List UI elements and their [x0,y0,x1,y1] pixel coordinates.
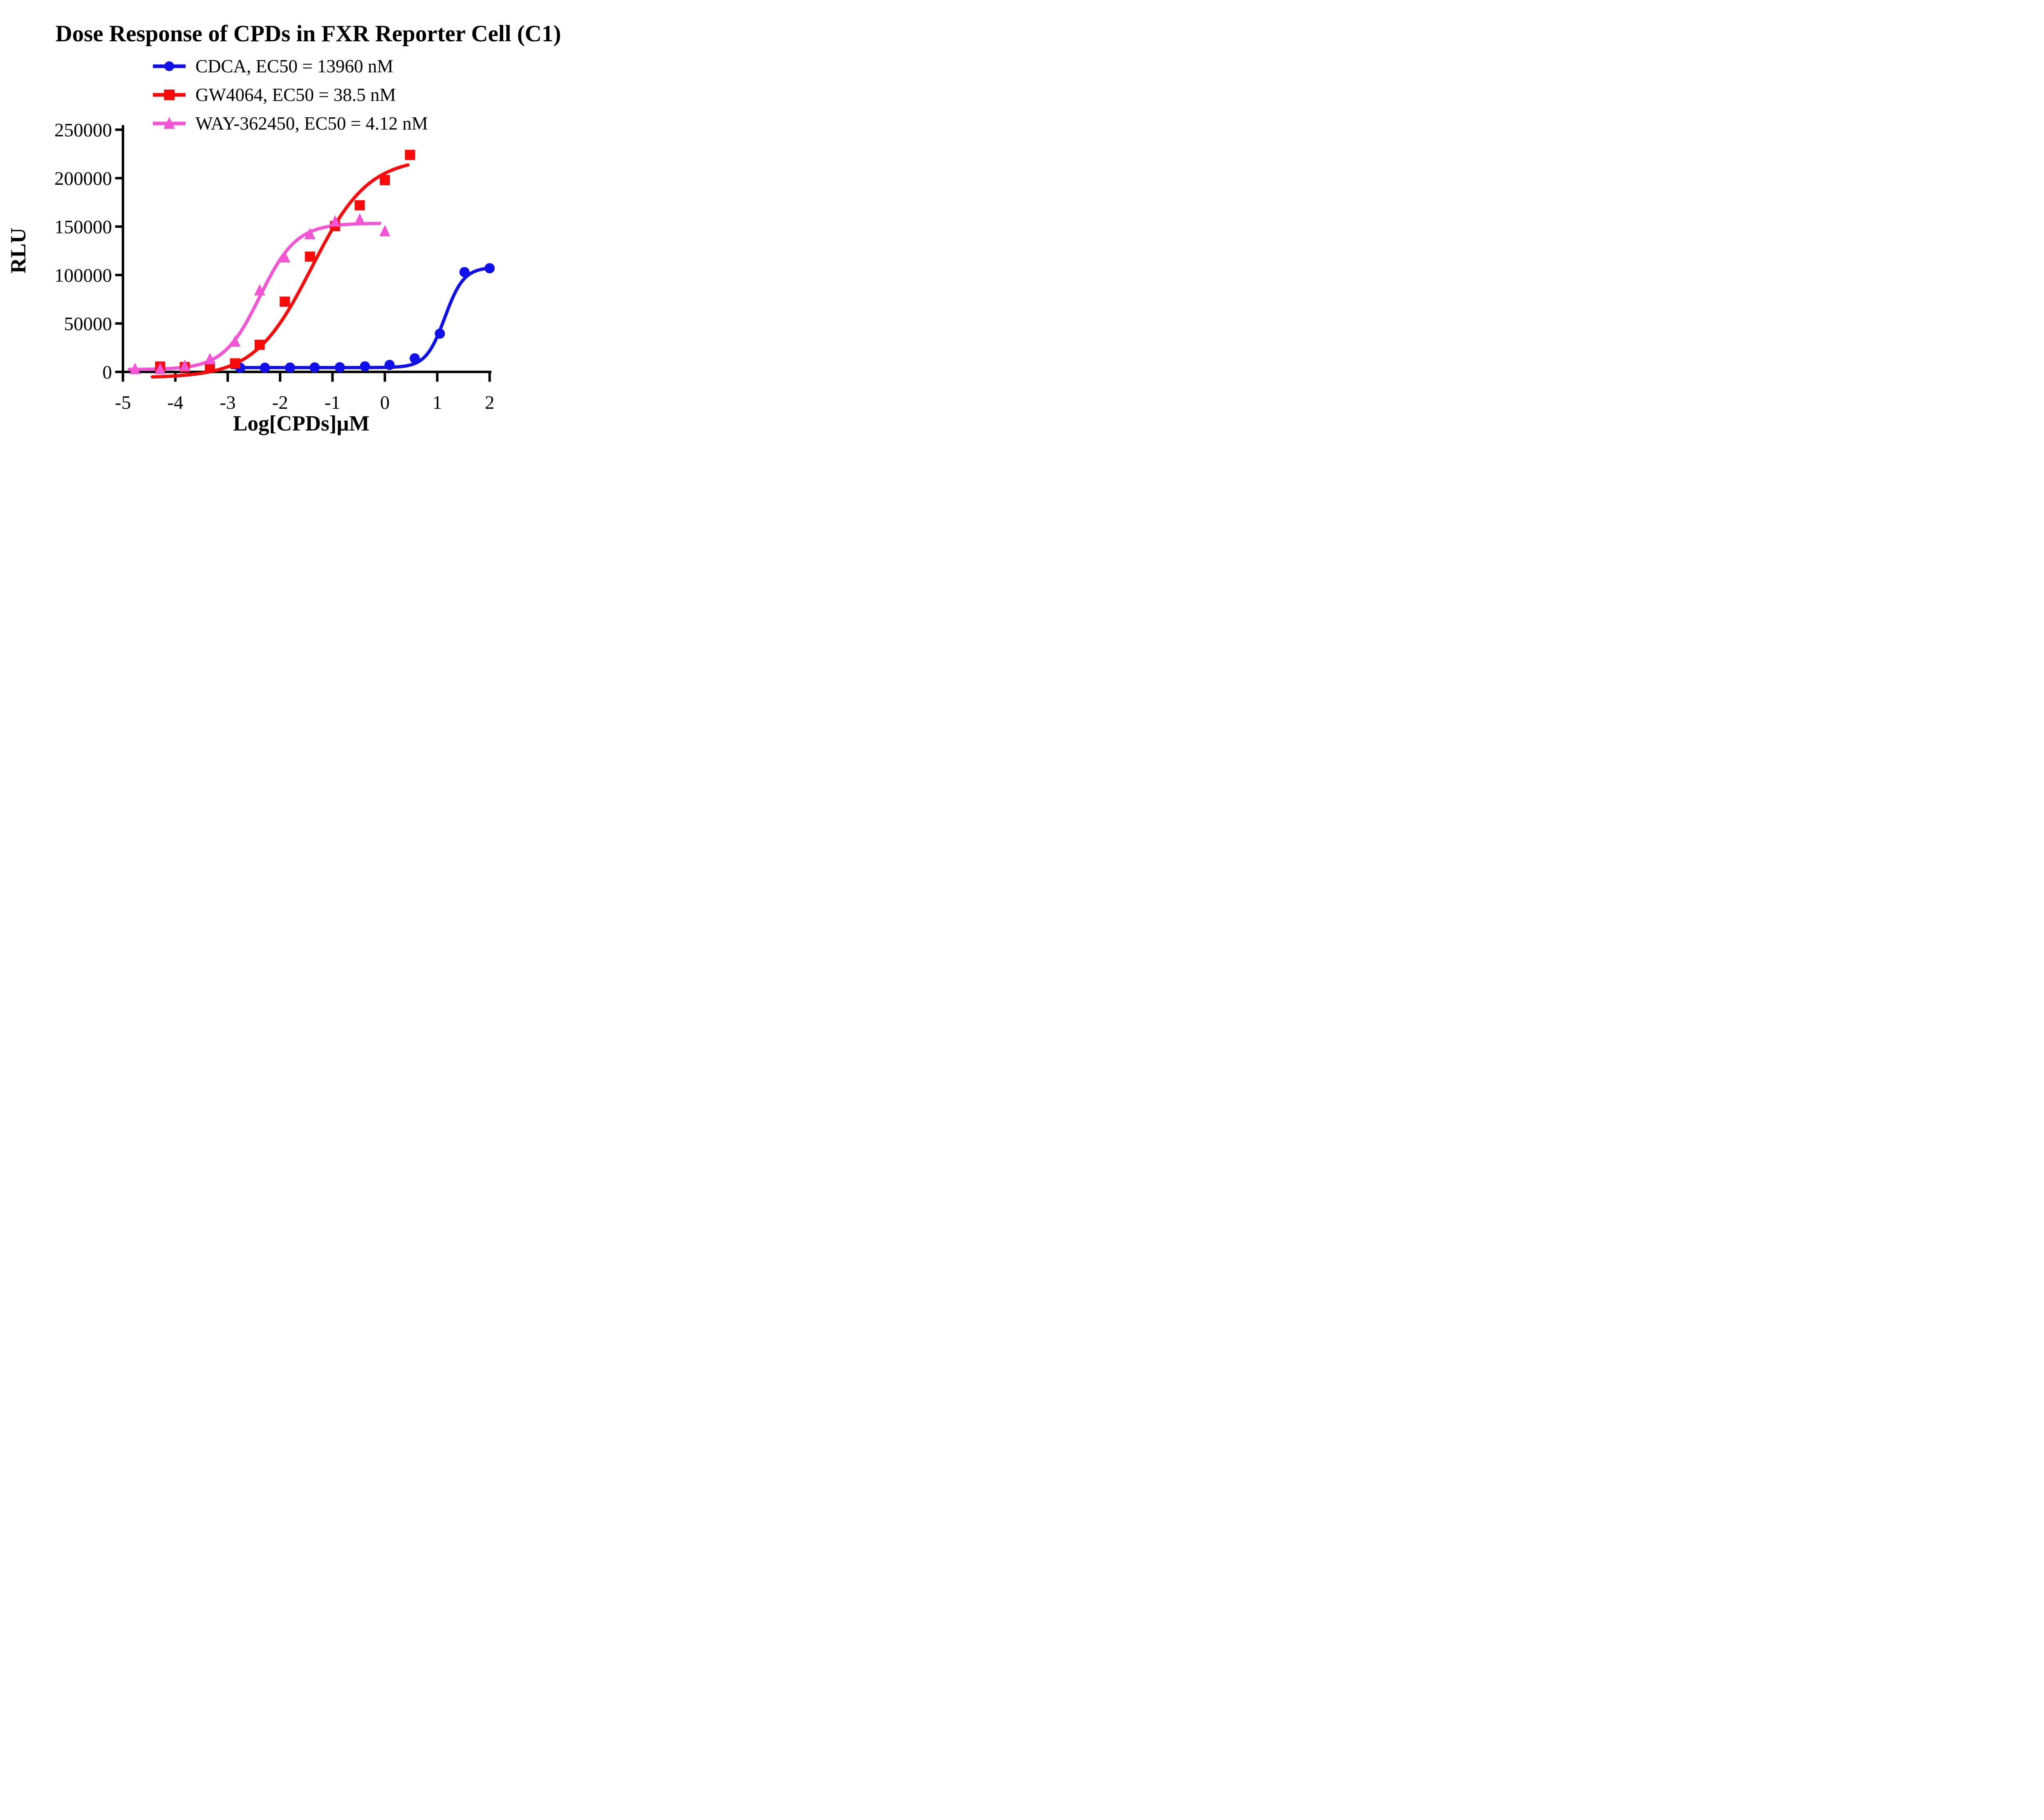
y-tick-label: 0 [103,362,112,383]
legend-label-gw4064: GW4064, EC50 = 38.5 nM [195,85,396,105]
data-point-gw4064 [254,339,265,350]
y-tick-label: 150000 [54,216,112,238]
triangle-marker-icon [164,117,175,129]
data-point-way362450 [129,363,141,374]
y-tick-label: 250000 [54,119,112,141]
data-point-cdca [409,353,420,364]
x-tick-label: -2 [272,392,288,413]
curve-cdca [230,266,493,370]
data-point-way362450 [304,228,316,240]
legend-item-cdca: CDCA, EC50 = 13960 nM [153,52,428,81]
legend: CDCA, EC50 = 13960 nM GW4064, EC50 = 38.5… [153,52,428,138]
data-point-cdca [309,362,320,373]
data-point-way362450 [179,359,191,371]
y-axis-title: RLU [7,228,30,273]
chart-title: Dose Response of CPDs in FXR Reporter Ce… [55,21,561,47]
data-point-way362450 [354,213,365,225]
legend-marker-triangle-icon [153,117,186,129]
y-tick-label: 200000 [54,168,112,189]
curve-gw4064 [150,163,410,379]
data-point-way362450 [155,363,166,374]
data-point-way362450 [229,335,241,347]
legend-marker-circle-icon [153,61,186,71]
data-point-cdca [285,362,296,373]
data-point-cdca [360,361,370,372]
circle-marker-icon [164,61,174,71]
data-point-gw4064 [280,296,290,307]
dose-response-figure: Dose Response of CPDs in FXR Reporter Ce… [0,0,579,455]
x-tick-label: 0 [380,392,390,413]
legend-label-cdca: CDCA, EC50 = 13960 nM [195,56,394,76]
data-point-way362450 [329,215,341,227]
curve-way362450 [128,222,381,371]
data-point-cdca [459,267,470,278]
legend-marker-square-icon [153,90,186,100]
data-point-way362450 [279,251,291,263]
data-point-cdca [260,363,270,373]
data-point-cdca [435,328,445,339]
dose-response-chart: -5 -4 -3 -2 -1 0 1 2 0 50000 100000 150000 200000 250… [7,119,495,435]
x-tick-label: -4 [167,392,183,413]
data-point-gw4064 [405,150,415,160]
x-axis-title: Log[CPDs]µM [233,412,370,435]
y-tick-label: 50000 [64,313,112,334]
x-tick-label: -1 [325,392,341,413]
legend-label-way362450: WAY-362450, EC50 = 4.12 nM [195,113,428,134]
data-point-gw4064 [305,251,315,262]
data-point-gw4064 [230,358,240,369]
data-point-way362450 [379,225,390,237]
square-marker-icon [164,90,175,100]
x-tick-label: 1 [433,392,442,413]
data-point-way362450 [254,284,265,296]
x-tick-label: -3 [220,392,235,413]
legend-item-gw4064: GW4064, EC50 = 38.5 nM [153,81,428,109]
x-tick-label: -5 [115,392,131,413]
data-point-cdca [334,362,345,372]
data-point-cdca [484,263,495,273]
data-point-gw4064 [379,175,390,185]
x-tick-label: 2 [485,392,495,413]
y-tick-label: 100000 [54,265,112,286]
data-point-gw4064 [354,200,365,211]
legend-item-way362450: WAY-362450, EC50 = 4.12 nM [153,109,428,138]
data-point-cdca [384,360,395,370]
data-point-way362450 [204,352,215,364]
